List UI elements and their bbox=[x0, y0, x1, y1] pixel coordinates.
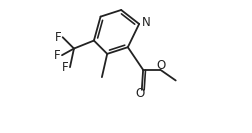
Text: O: O bbox=[135, 87, 144, 100]
Text: O: O bbox=[156, 59, 165, 72]
Text: F: F bbox=[61, 61, 68, 74]
Text: N: N bbox=[142, 16, 150, 29]
Text: F: F bbox=[54, 31, 61, 44]
Text: F: F bbox=[54, 49, 60, 62]
